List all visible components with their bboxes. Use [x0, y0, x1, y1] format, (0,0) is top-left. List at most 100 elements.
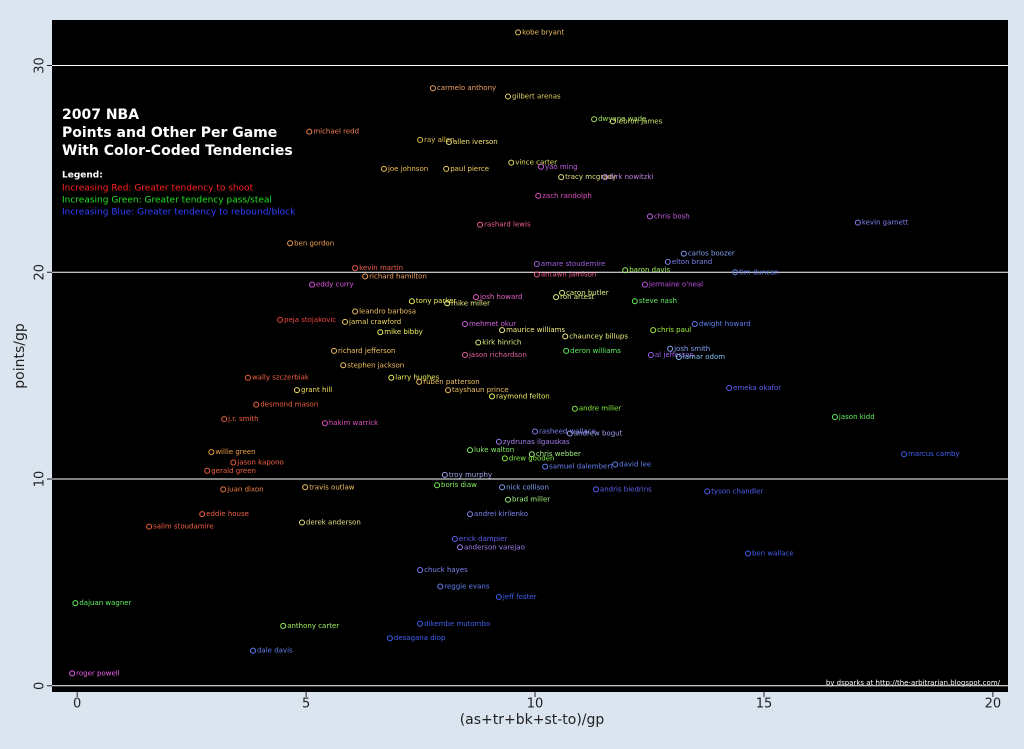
point	[533, 260, 540, 267]
point	[542, 463, 549, 470]
point-label: antawn jamison	[541, 270, 597, 278]
point	[342, 318, 349, 325]
point	[592, 486, 599, 493]
point	[331, 347, 338, 354]
point	[505, 93, 512, 100]
point-label: dirk nowitzki	[609, 173, 653, 181]
point	[528, 451, 535, 458]
point-label: kirk hinrich	[482, 339, 521, 347]
point	[499, 484, 506, 491]
point	[377, 329, 384, 336]
point-label: ruben patterson	[423, 378, 480, 386]
point	[650, 327, 657, 334]
point	[408, 298, 415, 305]
point	[744, 550, 751, 557]
point	[146, 523, 153, 530]
point	[69, 670, 76, 677]
point	[726, 385, 733, 392]
point	[467, 447, 474, 454]
point	[388, 374, 395, 381]
point	[537, 163, 544, 170]
point-label: boris diaw	[441, 481, 477, 489]
point	[220, 486, 227, 493]
point-label: salim stoudamire	[153, 523, 214, 531]
point	[477, 221, 484, 228]
point-label: lamar odom	[683, 353, 725, 361]
point-label: jason kapono	[236, 458, 284, 466]
y-tick-label: 10	[33, 471, 48, 488]
point-label: maurice williams	[506, 326, 565, 334]
point	[664, 258, 671, 265]
point	[352, 308, 359, 315]
point-label: tyson chandler	[711, 487, 763, 495]
point	[901, 451, 908, 458]
point-label: al jefferson	[655, 351, 694, 359]
point	[204, 467, 211, 474]
point-label: ben gordon	[294, 239, 334, 247]
point	[306, 128, 313, 135]
point	[437, 583, 444, 590]
point-label: jamal crawford	[348, 318, 401, 326]
point	[515, 29, 522, 36]
point-label: carmelo anthony	[437, 84, 496, 92]
point	[641, 281, 648, 288]
point-label: deron williams	[570, 347, 621, 355]
point	[475, 339, 482, 346]
point-label: kevin martin	[359, 264, 403, 272]
point-label: anthony carter	[287, 622, 339, 630]
point-label: dwyane wade	[598, 115, 646, 123]
point-label: travis outlaw	[309, 483, 355, 491]
point	[380, 165, 387, 172]
point-label: zydrunas ilgauskas	[503, 438, 570, 446]
point-label: ben wallace	[752, 549, 794, 557]
point	[495, 438, 502, 445]
point-label: roger powell	[76, 669, 120, 677]
point-label: paul pierce	[450, 165, 489, 173]
point	[467, 511, 474, 518]
point	[562, 333, 569, 340]
point-label: zach randolph	[542, 192, 592, 200]
point	[445, 138, 452, 145]
point	[667, 345, 674, 352]
point	[434, 482, 441, 489]
point	[230, 459, 237, 466]
point	[646, 213, 653, 220]
point	[298, 519, 305, 526]
point	[571, 405, 578, 412]
point	[553, 294, 560, 301]
point-label: ray allen	[424, 136, 454, 144]
chart-title: With Color-Coded Tendencies	[62, 143, 293, 159]
point	[280, 622, 287, 629]
point	[417, 567, 424, 574]
point-label: j.r. smith	[227, 415, 258, 423]
point	[249, 647, 256, 654]
point	[461, 351, 468, 358]
point	[461, 320, 468, 327]
point-label: larry hughes	[395, 374, 439, 382]
point-label: dikembe mutombo	[424, 620, 490, 628]
point-label: allen iverson	[453, 138, 498, 146]
point-label: erick dampier	[459, 535, 508, 543]
point-label: chuck hayes	[424, 566, 468, 574]
point-label: anderson varejao	[464, 543, 525, 551]
point	[622, 267, 629, 274]
point-label: caron butler	[566, 289, 609, 297]
point	[386, 635, 393, 642]
point-label: desmond mason	[260, 401, 318, 409]
y-tick-label: 30	[33, 57, 48, 74]
point-label: rashard lewis	[484, 221, 531, 229]
point	[558, 174, 565, 181]
point-label: eddie house	[206, 510, 249, 518]
point	[501, 455, 508, 462]
x-axis-label: (as+tr+bk+st-to)/gp	[460, 712, 605, 728]
point-label: lebron james	[617, 117, 663, 125]
x-tick-label: 0	[73, 697, 81, 712]
point-label: dale davis	[257, 647, 293, 655]
point-label: michael redd	[313, 128, 359, 136]
point-label: chris webber	[536, 450, 581, 458]
point	[631, 298, 638, 305]
point	[559, 289, 566, 296]
point-label: samuel dalembert	[549, 463, 613, 471]
